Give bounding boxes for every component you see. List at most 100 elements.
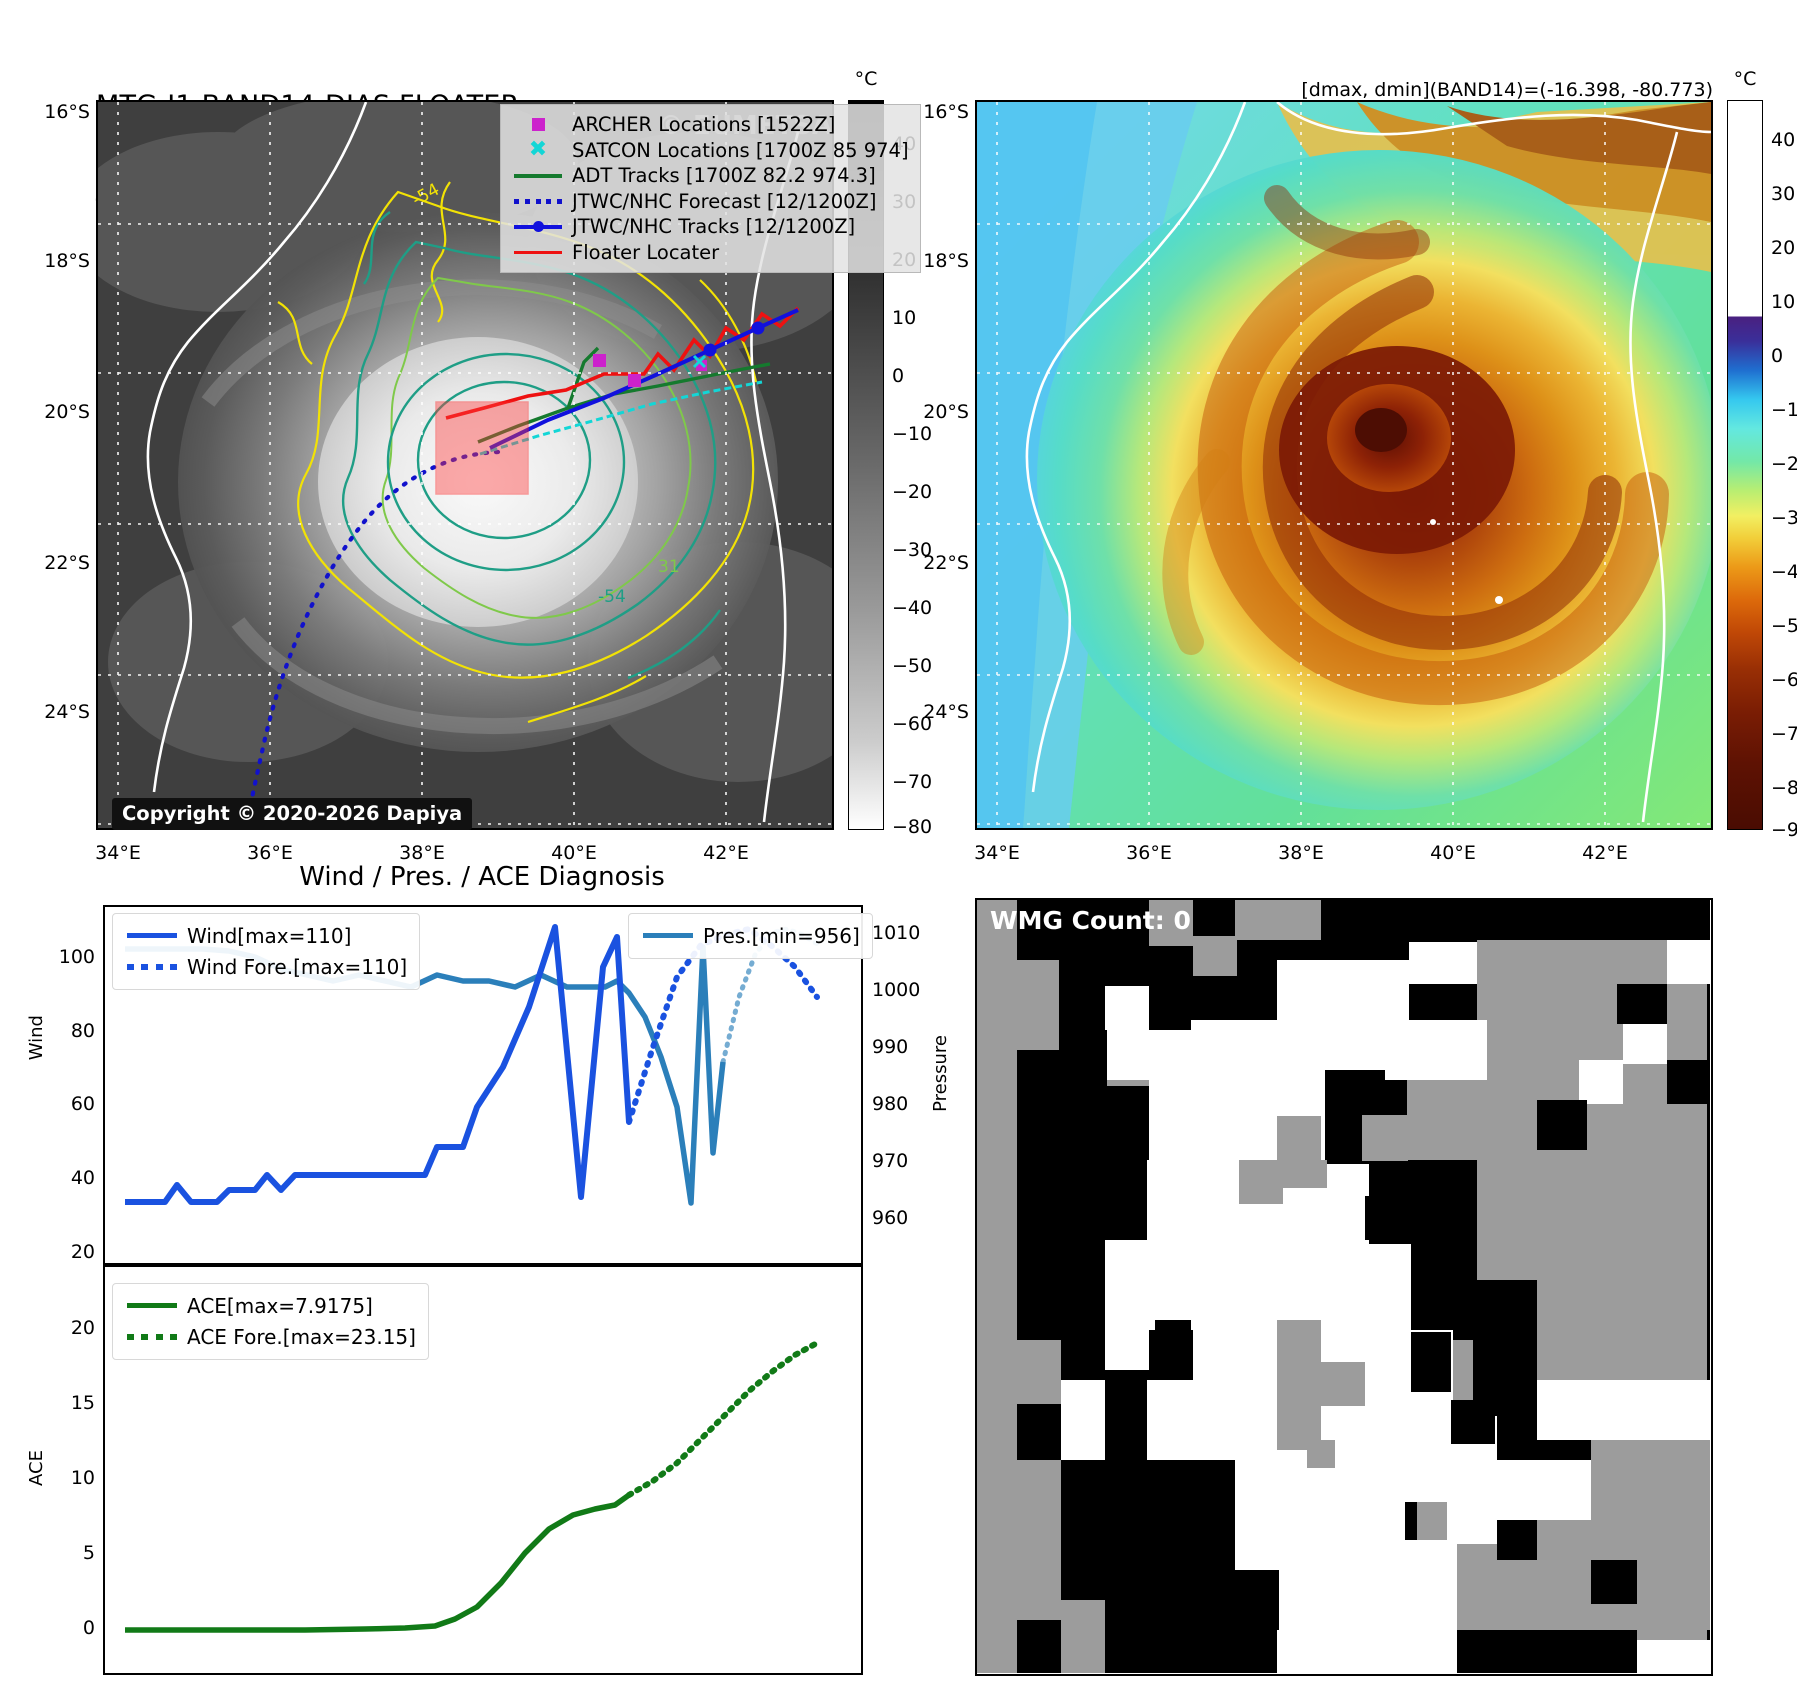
ace-tick-15: 15 <box>70 1392 95 1414</box>
lat-tick-r-22s: 22°S <box>923 552 969 574</box>
wind-pres-ace-title: Wind / Pres. / ACE Diagnosis <box>299 862 665 892</box>
cbar-right-tick-30: 30 <box>1771 183 1796 205</box>
cbar-left-tick-0: 0 <box>892 365 905 387</box>
lon-tick-r-40e: 40°E <box>1430 842 1476 864</box>
cbar-left-tick-m80: −80 <box>892 816 933 838</box>
floater-box <box>435 401 529 495</box>
lon-tick-r-34e: 34°E <box>974 842 1020 864</box>
colorbar-unit-right: °C <box>1733 68 1757 90</box>
wind-legend[interactable]: Wind[max=110] Wind Fore.[max=110] <box>112 913 421 990</box>
legend-item-floater-locater[interactable]: Floater Locater <box>510 240 909 266</box>
legend-item-adt[interactable]: ADT Tracks [1700Z 82.2 974.3] <box>510 163 909 189</box>
dotted-line-icon <box>510 198 566 204</box>
legend-label: SATCON Locations [1700Z 85 974] <box>572 138 909 162</box>
cbar-right-tick-m50: −50 <box>1771 615 1797 637</box>
lat-tick-20s: 20°S <box>44 401 90 423</box>
wmg-count-label: WMG Count: 0 <box>990 906 1191 935</box>
cbar-right-tick-20: 20 <box>1771 237 1796 259</box>
lon-tick-r-42e: 42°E <box>1582 842 1628 864</box>
pres-tick-960: 960 <box>872 1207 909 1229</box>
pres-tick-980: 980 <box>872 1093 909 1115</box>
lat-tick-r-16s: 16°S <box>923 101 969 123</box>
lon-tick-r-36e: 36°E <box>1126 842 1172 864</box>
cbar-left-tick-m60: −60 <box>892 713 933 735</box>
pressure-legend[interactable]: Pres.[min=956] <box>628 913 873 959</box>
cbar-left-tick-m40: −40 <box>892 597 933 619</box>
legend-item-jtwc-tracks[interactable]: JTWC/NHC Tracks [12/1200Z] <box>510 214 909 240</box>
cbar-right-tick-10: 10 <box>1771 291 1796 313</box>
lon-tick-42e: 42°E <box>703 842 749 864</box>
awv-map-svg <box>977 102 1711 828</box>
pres-tick-1000: 1000 <box>872 979 921 1001</box>
legend-label: Pres.[min=956] <box>703 923 860 948</box>
cbar-left-tick-m10: −10 <box>892 423 933 445</box>
cbar-left-tick-10: 10 <box>892 307 917 329</box>
solid-line-icon <box>121 933 183 938</box>
cbar-right-tick-m10: −10 <box>1771 399 1797 421</box>
cbar-right-tick-m20: −20 <box>1771 453 1797 475</box>
ace-tick-10: 10 <box>70 1467 95 1489</box>
dmax-dmin-band14: [dmax, dmin](BAND14)=(-16.398, -80.773) <box>1301 79 1713 102</box>
wmg-mask-panel[interactable] <box>975 898 1713 1676</box>
dotted-line-icon <box>121 1333 183 1340</box>
legend-label: ACE Fore.[max=23.15] <box>187 1324 416 1349</box>
cbar-left-tick-m20: −20 <box>892 481 933 503</box>
legend-item-satcon[interactable]: ✖ SATCON Locations [1700Z 85 974] <box>510 138 909 164</box>
wind-tick-40: 40 <box>70 1167 95 1189</box>
pres-tick-970: 970 <box>872 1150 909 1172</box>
legend-label: ADT Tracks [1700Z 82.2 974.3] <box>572 164 876 188</box>
lon-tick-36e: 36°E <box>247 842 293 864</box>
ace-legend[interactable]: ACE[max=7.9175] ACE Fore.[max=23.15] <box>112 1283 429 1360</box>
legend-label: ACE[max=7.9175] <box>187 1293 373 1318</box>
wind-tick-100: 100 <box>58 946 95 968</box>
wind-tick-60: 60 <box>70 1093 95 1115</box>
legend-label: ARCHER Locations [1522Z] <box>572 113 836 137</box>
legend-item-jtwc-forecast[interactable]: JTWC/NHC Forecast [12/1200Z] <box>510 189 909 215</box>
solid-line-icon <box>510 250 566 254</box>
legend-item-wind-forecast[interactable]: Wind Fore.[max=110] <box>121 951 407 982</box>
legend-item-wind[interactable]: Wind[max=110] <box>121 920 407 951</box>
legend-label: Wind Fore.[max=110] <box>187 954 408 979</box>
lat-tick-24s: 24°S <box>44 701 90 723</box>
lat-tick-r-24s: 24°S <box>923 701 969 723</box>
cbar-right-tick-m60: −60 <box>1771 669 1797 691</box>
legend-item-ace-forecast[interactable]: ACE Fore.[max=23.15] <box>121 1321 416 1352</box>
cbar-right-tick-m30: −30 <box>1771 507 1797 529</box>
ace-tick-0: 0 <box>82 1617 95 1639</box>
wind-tick-20: 20 <box>70 1241 95 1263</box>
legend-item-archer[interactable]: ARCHER Locations [1522Z] <box>510 112 909 138</box>
wmg-mask-svg <box>977 900 1711 1673</box>
lon-tick-r-38e: 38°E <box>1278 842 1324 864</box>
svg-text:-54: -54 <box>598 587 626 607</box>
cbar-right-tick-m80: −80 <box>1771 777 1797 799</box>
jtwc-track <box>489 308 799 450</box>
svg-text:31: 31 <box>658 557 680 577</box>
colorbar-right: 40 30 20 10 0 −10 −20 −30 −40 −50 −60 −7… <box>1727 100 1797 841</box>
line-with-dot-icon <box>510 220 566 232</box>
dotted-line-icon <box>121 963 183 970</box>
lon-tick-38e: 38°E <box>399 842 445 864</box>
solid-line-icon <box>121 1303 183 1308</box>
legend-label: Wind[max=110] <box>187 923 352 948</box>
legend-item-ace[interactable]: ACE[max=7.9175] <box>121 1290 416 1321</box>
awv-enhanced-map[interactable] <box>975 100 1713 830</box>
wind-tick-80: 80 <box>70 1020 95 1042</box>
lat-tick-22s: 22°S <box>44 552 90 574</box>
wind-series <box>125 924 632 1205</box>
lat-tick-16s: 16°S <box>44 101 90 123</box>
legend-item-pressure[interactable]: Pres.[min=956] <box>637 920 860 951</box>
map-legend[interactable]: ARCHER Locations [1522Z] ✖ SATCON Locati… <box>500 104 921 273</box>
ace-tick-5: 5 <box>82 1542 95 1564</box>
lat-tick-r-18s: 18°S <box>923 250 969 272</box>
map-grid <box>977 102 1711 828</box>
cbar-right-tick-m40: −40 <box>1771 561 1797 583</box>
x-marker-icon: ✖ <box>528 137 548 163</box>
cbar-left-tick-m50: −50 <box>892 655 933 677</box>
cbar-right-tick-40: 40 <box>1771 129 1796 151</box>
lon-tick-34e: 34°E <box>95 842 141 864</box>
lat-tick-18s: 18°S <box>44 250 90 272</box>
copyright-badge: Copyright © 2020-2026 Dapiya <box>112 798 473 830</box>
colorbar-unit-left: °C <box>854 68 878 90</box>
solid-line-icon <box>510 174 566 178</box>
